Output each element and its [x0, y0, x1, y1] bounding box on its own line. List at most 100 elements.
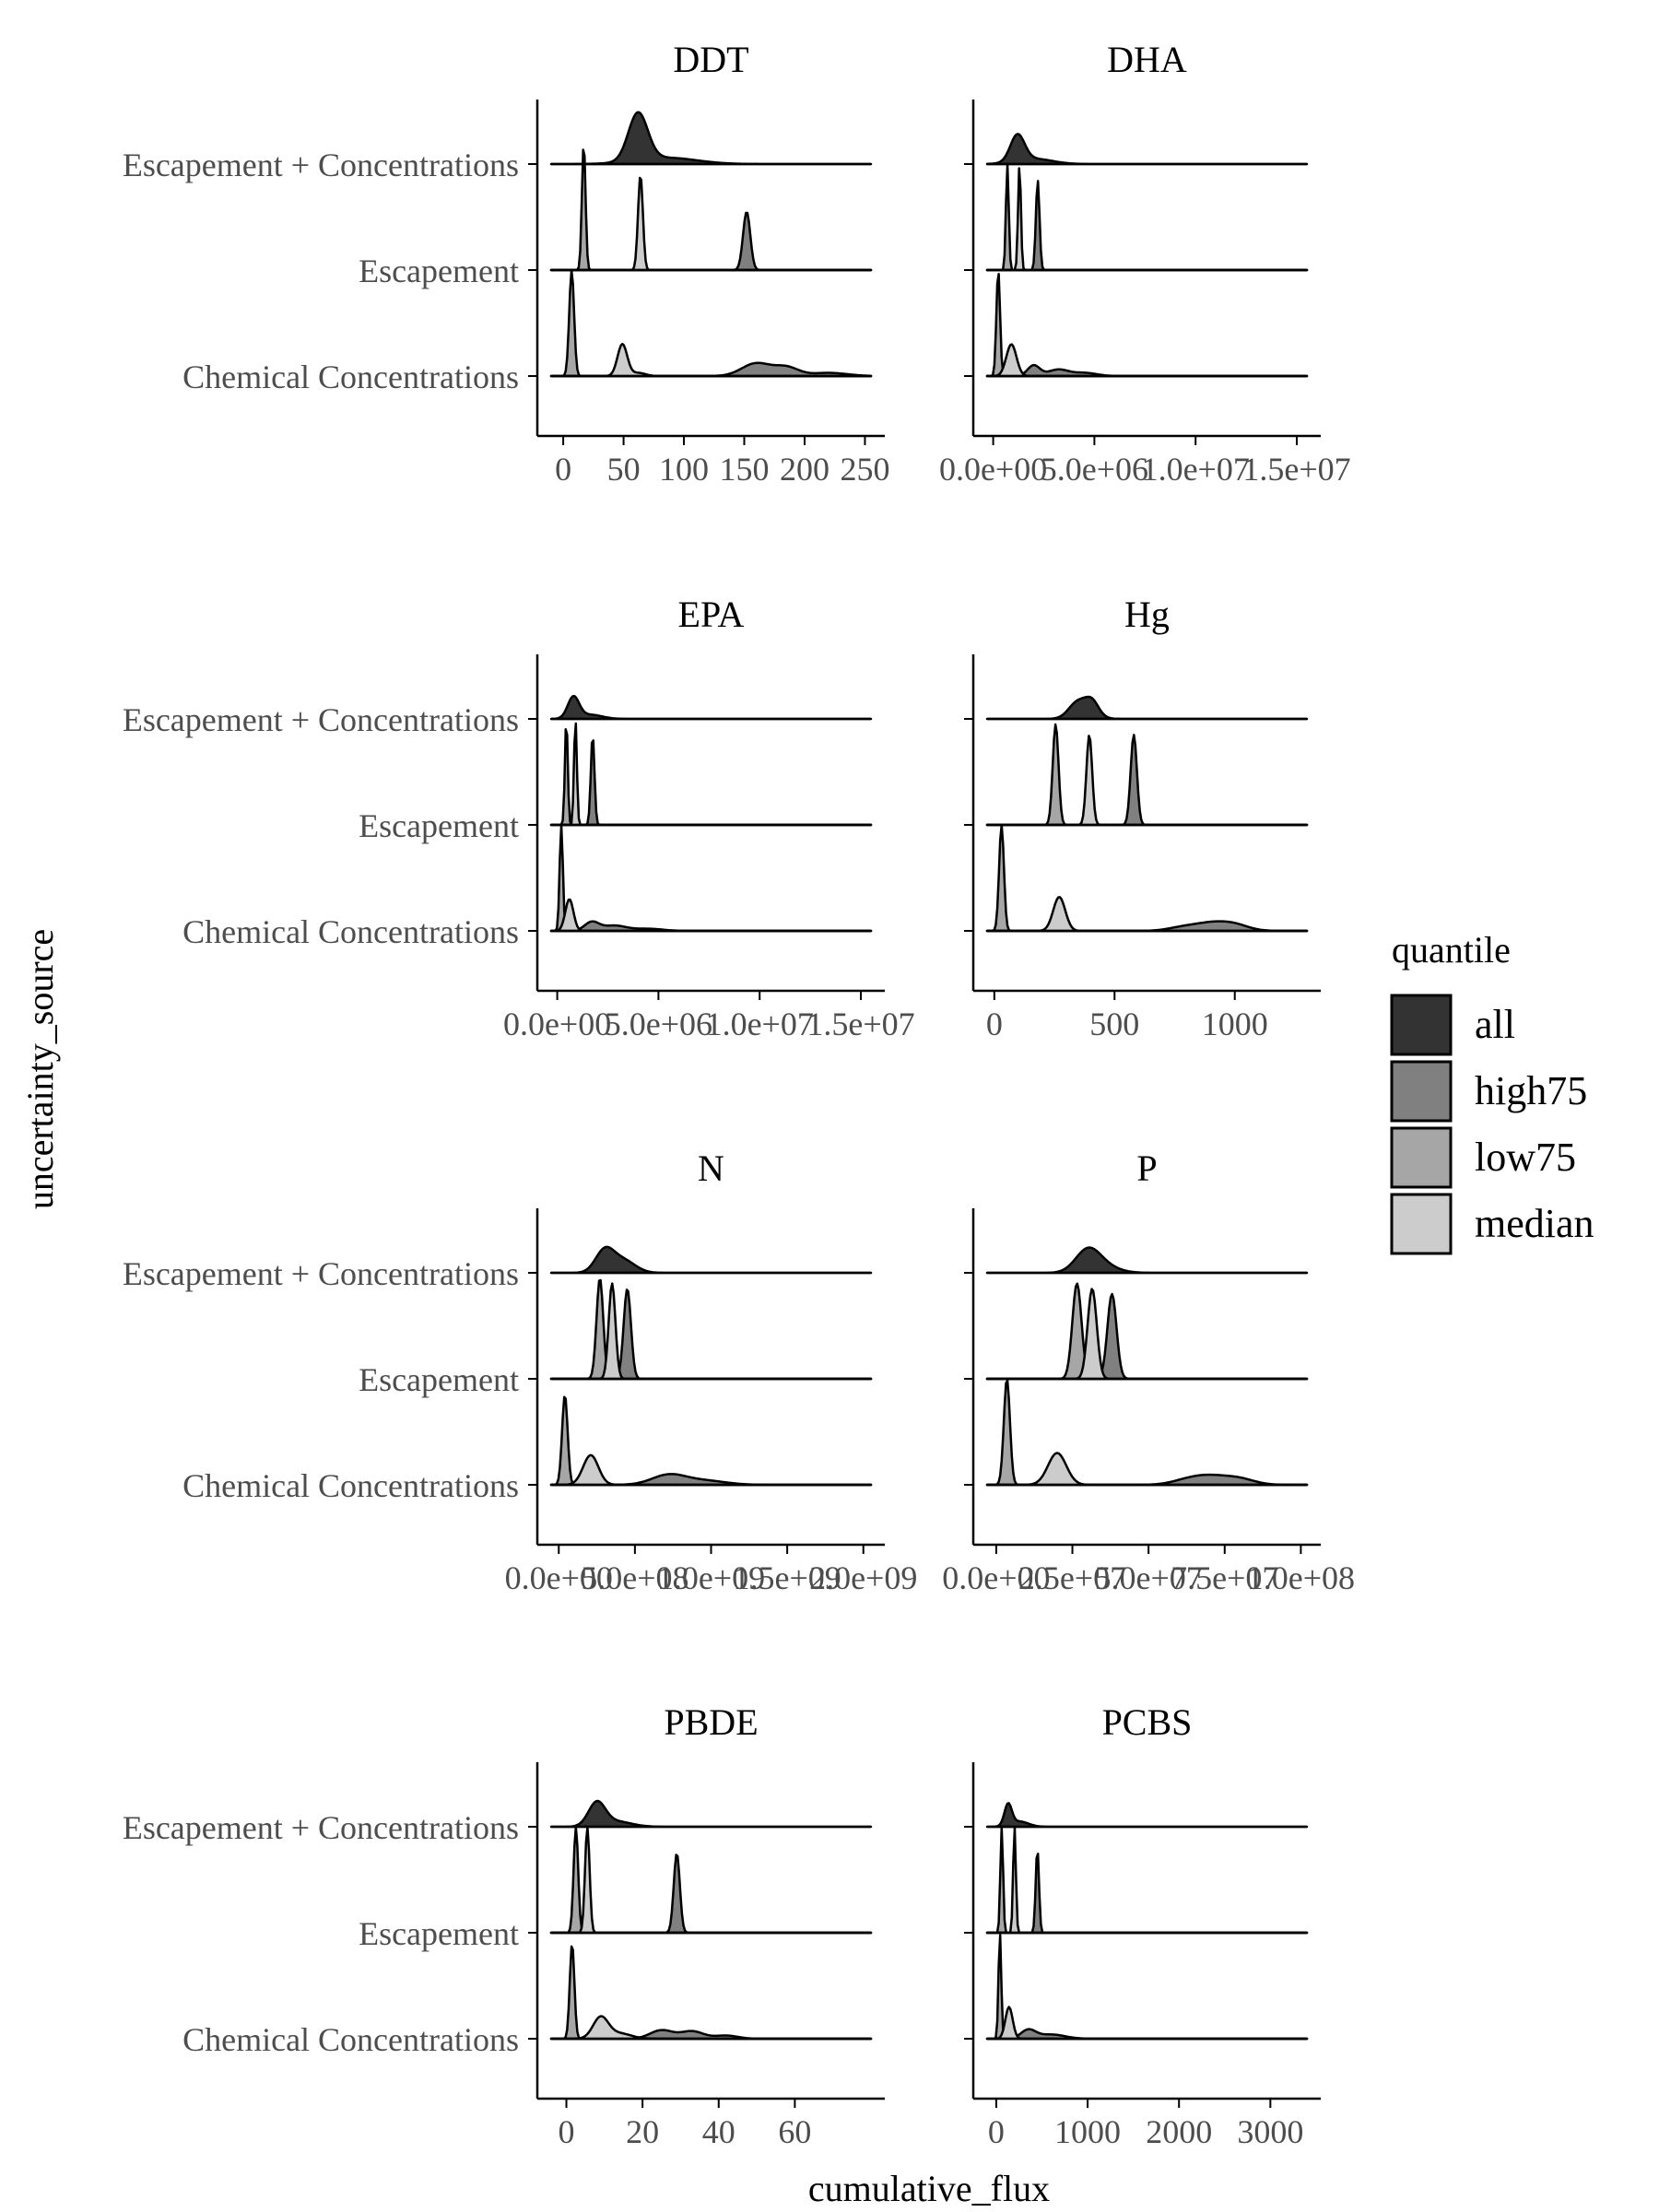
x-tick-label: 100: [659, 451, 709, 488]
ridge-ddt-escapement-low75: [549, 148, 873, 272]
panel-pcbs: PCBS 0 1000 2000 3000: [964, 1701, 1321, 2150]
legend-label: low75: [1475, 1135, 1576, 1180]
y-tick-label: Escapement: [359, 1361, 519, 1398]
ridge-p-chemical-concentrations-median: [985, 1452, 1309, 1487]
panel-hg: Hg 0 500 1000: [964, 594, 1321, 1042]
panel-title: PBDE: [664, 1701, 758, 1743]
legend-label: high75: [1475, 1068, 1587, 1113]
x-tick-label: 3000: [1237, 2113, 1303, 2150]
ridge-pbde-escapement-high75: [549, 1853, 873, 1935]
x-tick-label: 1.5e+07: [806, 1006, 914, 1042]
ridge-dha-escapement-concentrations-all: [985, 133, 1309, 166]
x-tick-label: 1.5e+07: [1242, 451, 1350, 488]
ridge-epa-escapement-median: [549, 722, 873, 827]
ridge-hg-escapement-low75: [985, 723, 1309, 827]
ridge-pcbs-escapement-high75: [985, 1853, 1309, 1935]
y-axis-label: uncertainty_source: [19, 929, 61, 1209]
x-tick-label: 1.0e+09: [657, 1559, 765, 1596]
ridge-p-escapement-concentrations-all: [985, 1246, 1309, 1275]
panel-n: N Escapement + Concentrations Escapement Ch…: [123, 1147, 918, 1596]
ridge-epa-chemical-concentrations-low75: [549, 823, 873, 933]
y-tick-label: Escapement: [359, 807, 519, 844]
x-tick-label: 2.0e+09: [809, 1559, 917, 1596]
x-tick-label: 0: [559, 2113, 575, 2150]
panel-dha: DHA 0.0e+005.0e+061.0e+071.5e+07: [939, 39, 1351, 488]
x-tick-label: 150: [720, 451, 770, 488]
ridge-hg-escapement-concentrations-all: [985, 695, 1309, 721]
y-tick-label: Chemical Concentrations: [182, 2021, 519, 2058]
panel-epa: EPA Escapement + Concentrations Escapement…: [123, 594, 915, 1042]
y-tick-label: Escapement + Concentrations: [123, 1809, 519, 1846]
ridge-hg-chemical-concentrations-high75: [985, 920, 1309, 933]
x-tick-label: 2000: [1146, 2113, 1212, 2150]
ridge-p-escapement-high75: [985, 1292, 1309, 1381]
x-tick-label: 5.0e+06: [605, 1006, 712, 1042]
legend-swatch: [1390, 1193, 1453, 1255]
ridge-pcbs-chemical-concentrations-high75: [985, 2028, 1309, 2041]
legend-label: all: [1475, 1002, 1515, 1047]
ridge-hg-escapement-high75: [985, 734, 1309, 827]
x-tick-label: 60: [778, 2113, 811, 2150]
legend-swatch: [1390, 994, 1453, 1056]
panel-title: DDT: [673, 39, 748, 80]
y-tick-label: Chemical Concentrations: [182, 359, 519, 395]
panel-title: N: [698, 1147, 724, 1189]
ridge-dha-chemical-concentrations-low75: [985, 272, 1309, 378]
legend-title: quantile: [1392, 929, 1511, 971]
panel-title: Hg: [1124, 594, 1170, 635]
ridge-pbde-escapement-median: [549, 1826, 873, 1935]
ridge-p-escapement-low75: [985, 1282, 1309, 1381]
legend-label: median: [1475, 1201, 1594, 1246]
ridge-ddt-chemical-concentrations-low75: [549, 269, 873, 378]
ridge-pcbs-escapement-concentrations-all: [985, 1802, 1309, 1829]
ridge-n-escapement-low75: [549, 1278, 873, 1381]
x-tick-label: 20: [626, 2113, 659, 2150]
y-tick-label: Escapement: [359, 1915, 519, 1952]
ridge-hg-escapement-median: [985, 735, 1309, 827]
x-tick-label: 1.0e+08: [1247, 1559, 1355, 1596]
legend-item-all: all: [1390, 994, 1515, 1056]
x-tick-label: 2.5e+07: [1018, 1559, 1126, 1596]
y-tick-label: Escapement + Concentrations: [123, 147, 519, 183]
x-tick-label: 5.0e+06: [1041, 451, 1148, 488]
ridge-ddt-escapement-median: [549, 176, 873, 272]
x-tick-label: 0.0e+00: [939, 451, 1047, 488]
legend-swatch: [1390, 1126, 1453, 1189]
y-tick-label: Escapement + Concentrations: [123, 701, 519, 738]
y-tick-label: Chemical Concentrations: [182, 913, 519, 950]
x-tick-label: 7.5e+07: [1171, 1559, 1278, 1596]
x-tick-label: 0.0e+00: [942, 1559, 1050, 1596]
x-tick-label: 500: [1089, 1006, 1139, 1042]
x-axis-label: cumulative_flux: [808, 2168, 1050, 2209]
ridge-hg-chemical-concentrations-low75: [985, 823, 1309, 933]
ridge-ddt-chemical-concentrations-high75: [549, 361, 873, 378]
ridge-epa-escapement-high75: [549, 739, 873, 827]
x-tick-label: 40: [702, 2113, 735, 2150]
x-tick-label: 0: [555, 451, 571, 488]
ridge-p-escapement-median: [985, 1288, 1309, 1381]
ridge-hg-chemical-concentrations-median: [985, 896, 1309, 933]
ridge-epa-escapement-concentrations-all: [549, 695, 873, 721]
ridge-epa-chemical-concentrations-high75: [549, 920, 873, 933]
ridge-dha-escapement-high75: [985, 180, 1309, 272]
x-tick-label: 0: [986, 1006, 1003, 1042]
ridge-p-chemical-concentrations-low75: [985, 1379, 1309, 1487]
panel-title: P: [1136, 1147, 1157, 1189]
x-tick-label: 1.0e+07: [706, 1006, 814, 1042]
x-tick-label: 5.0e+07: [1095, 1559, 1203, 1596]
legend-swatch: [1390, 1060, 1453, 1123]
x-tick-label: 1.0e+07: [1142, 451, 1250, 488]
y-tick-label: Chemical Concentrations: [182, 1467, 519, 1504]
x-tick-label: 1000: [1054, 2113, 1121, 2150]
ridge-n-escapement-concentrations-all: [549, 1245, 873, 1275]
x-tick-label: 50: [607, 451, 641, 488]
panel-ddt: DDT Escapement + Concentrations Escapement…: [123, 39, 890, 488]
ridge-pcbs-chemical-concentrations-low75: [985, 1934, 1309, 2041]
x-tick-label: 200: [780, 451, 830, 488]
panels: DDT Escapement + Concentrations Escapement…: [123, 39, 1355, 2150]
panel-p: P 0.0e+002.5e+075.0e+077.5e+071.0e+08: [942, 1147, 1355, 1596]
ridge-pbde-escapement-low75: [549, 1825, 873, 1935]
legend-item-median: median: [1390, 1193, 1594, 1255]
y-tick-label: Escapement: [359, 253, 519, 289]
x-tick-label: 1000: [1202, 1006, 1268, 1042]
